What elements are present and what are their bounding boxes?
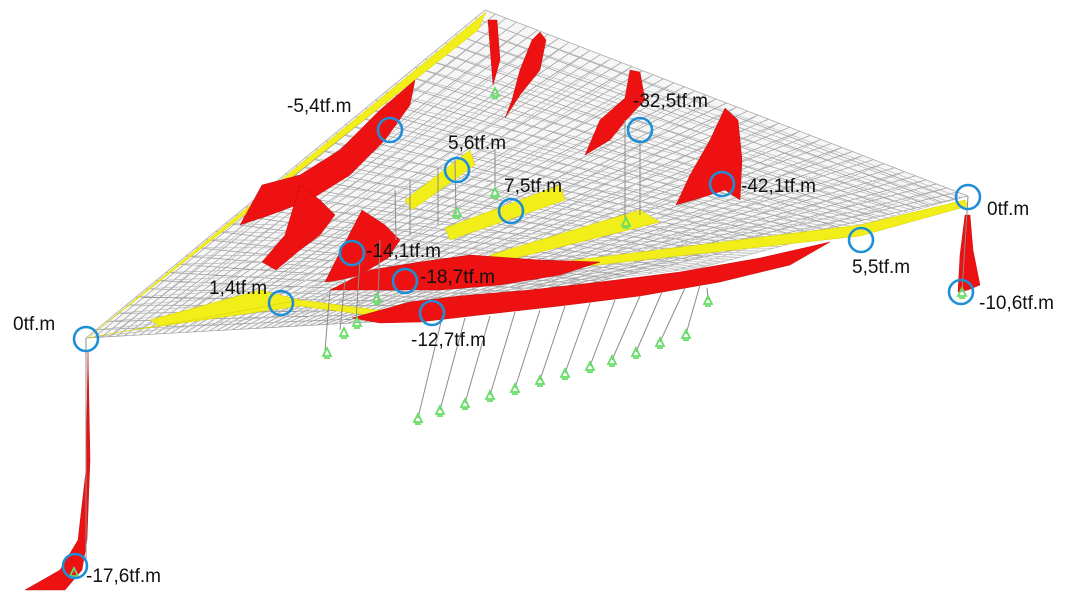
moment-label-m9: 5,5tf.m — [852, 257, 911, 278]
support-13 — [702, 293, 714, 307]
section-marker-8 — [391, 267, 419, 295]
support-22 — [956, 285, 968, 299]
moment-label-m1: -5,4tf.m — [287, 96, 352, 117]
section-marker-11 — [947, 278, 975, 306]
support-1 — [412, 411, 424, 425]
section-marker-13 — [418, 299, 446, 327]
support-3 — [459, 396, 471, 410]
moment-label-m12: 0tf.m — [13, 314, 56, 335]
column-22 — [355, 259, 361, 321]
moment-label-m5: -42,1tf.m — [741, 176, 816, 197]
section-marker-4 — [497, 197, 525, 225]
support-14 — [321, 345, 333, 359]
positive-moment-band-4 — [444, 184, 566, 241]
negative-moment-shape-1 — [239, 79, 416, 226]
column-6 — [539, 305, 566, 381]
moment-label-m10: 1,4tf.m — [209, 278, 268, 299]
support-9 — [606, 353, 618, 367]
support-5 — [509, 381, 521, 395]
column-12 — [685, 284, 701, 335]
support-17 — [371, 291, 383, 305]
section-marker-1 — [376, 116, 404, 144]
negative-moment-shape-11 — [24, 349, 91, 591]
support-4 — [484, 388, 496, 402]
section-marker-9 — [847, 226, 875, 254]
column-7 — [564, 302, 591, 374]
section-marker-7 — [338, 239, 366, 267]
moment-label-m7: -14,1tf.m — [366, 241, 441, 262]
moment-label-m8: -18,7tf.m — [420, 267, 495, 288]
negative-moment-shape-3 — [504, 31, 547, 119]
column-5 — [514, 309, 541, 389]
support-6 — [534, 373, 546, 387]
column-3 — [464, 315, 491, 404]
section-marker-12 — [72, 325, 100, 353]
negative-moment-shape-4 — [584, 69, 646, 156]
support-15 — [338, 325, 350, 339]
column-21 — [377, 239, 381, 301]
column-1 — [417, 321, 442, 419]
section-marker-6 — [954, 183, 982, 211]
columns — [85, 120, 969, 570]
negative-moment-shape-8 — [329, 254, 601, 291]
negative-moment-shape-6 — [261, 184, 336, 271]
support-16 — [351, 315, 363, 329]
column-8 — [589, 299, 616, 367]
moment-label-m14: -17,6tf.m — [86, 566, 161, 587]
roof-surface — [86, 10, 968, 338]
column-2 — [439, 317, 466, 411]
moment-fills — [24, 11, 981, 591]
support-18 — [451, 205, 463, 219]
column-24 — [324, 289, 331, 351]
section-marker-14 — [61, 552, 89, 580]
support-21 — [620, 215, 632, 229]
supports — [68, 85, 968, 579]
positive-moment-band-7 — [149, 289, 301, 327]
support-7 — [559, 366, 571, 380]
column-11 — [659, 287, 686, 343]
section-marker-10 — [267, 289, 295, 317]
column-23 — [339, 279, 346, 331]
section-markers — [61, 116, 982, 580]
support-20 — [489, 85, 501, 99]
negative-moment-shape-9 — [351, 241, 831, 324]
section-marker-5 — [708, 170, 736, 198]
moment-label-m6: 0tf.m — [987, 199, 1030, 220]
section-marker-3 — [626, 116, 654, 144]
support-8 — [584, 359, 596, 373]
column-14 — [394, 189, 397, 241]
support-2 — [434, 403, 446, 417]
support-19 — [489, 185, 501, 199]
moment-label-m13: -12,7tf.m — [411, 330, 486, 351]
column-10 — [635, 291, 663, 353]
moment-label-m2: 5,6tf.m — [448, 133, 507, 154]
column-17 — [454, 159, 457, 216]
support-10 — [630, 345, 642, 359]
moment-label-m3: -32,5tf.m — [633, 91, 708, 112]
section-marker-2 — [443, 156, 471, 184]
negative-moment-shape-5 — [675, 107, 743, 206]
column-26 — [961, 195, 969, 293]
support-11 — [654, 335, 666, 349]
support-12 — [680, 327, 692, 341]
moment-label-m11: -10,6tf.m — [979, 293, 1054, 314]
column-9 — [611, 295, 641, 361]
negative-moment-shape-2 — [487, 19, 501, 86]
moment-label-m4: 7,5tf.m — [504, 176, 563, 197]
column-4 — [489, 311, 516, 396]
